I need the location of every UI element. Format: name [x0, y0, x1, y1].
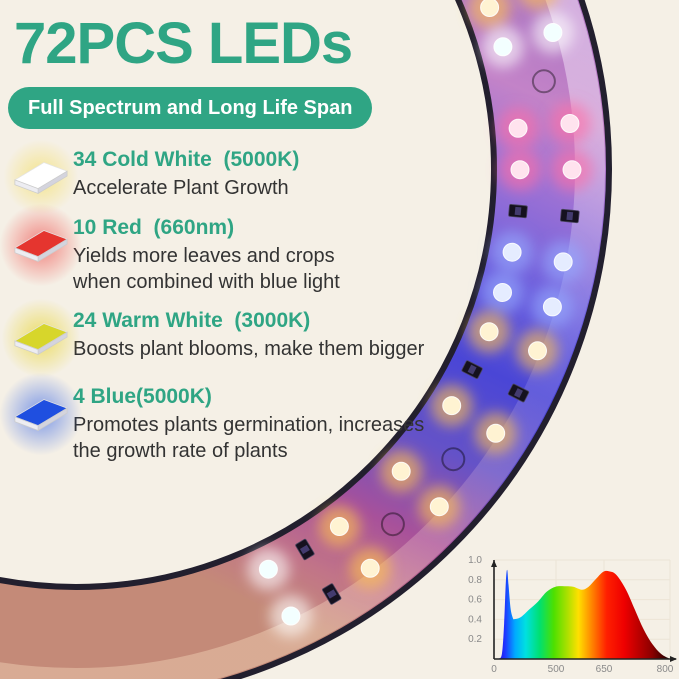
svg-text:0.4: 0.4: [468, 614, 482, 625]
svg-text:500: 500: [548, 664, 565, 675]
svg-text:650: 650: [596, 664, 613, 675]
svg-text:0.6: 0.6: [468, 595, 482, 606]
svg-text:800: 800: [657, 664, 674, 675]
svg-text:0.2: 0.2: [468, 634, 482, 645]
svg-text:0: 0: [491, 664, 497, 675]
svg-text:1.0: 1.0: [468, 555, 482, 566]
svg-text:0.8: 0.8: [468, 575, 482, 586]
